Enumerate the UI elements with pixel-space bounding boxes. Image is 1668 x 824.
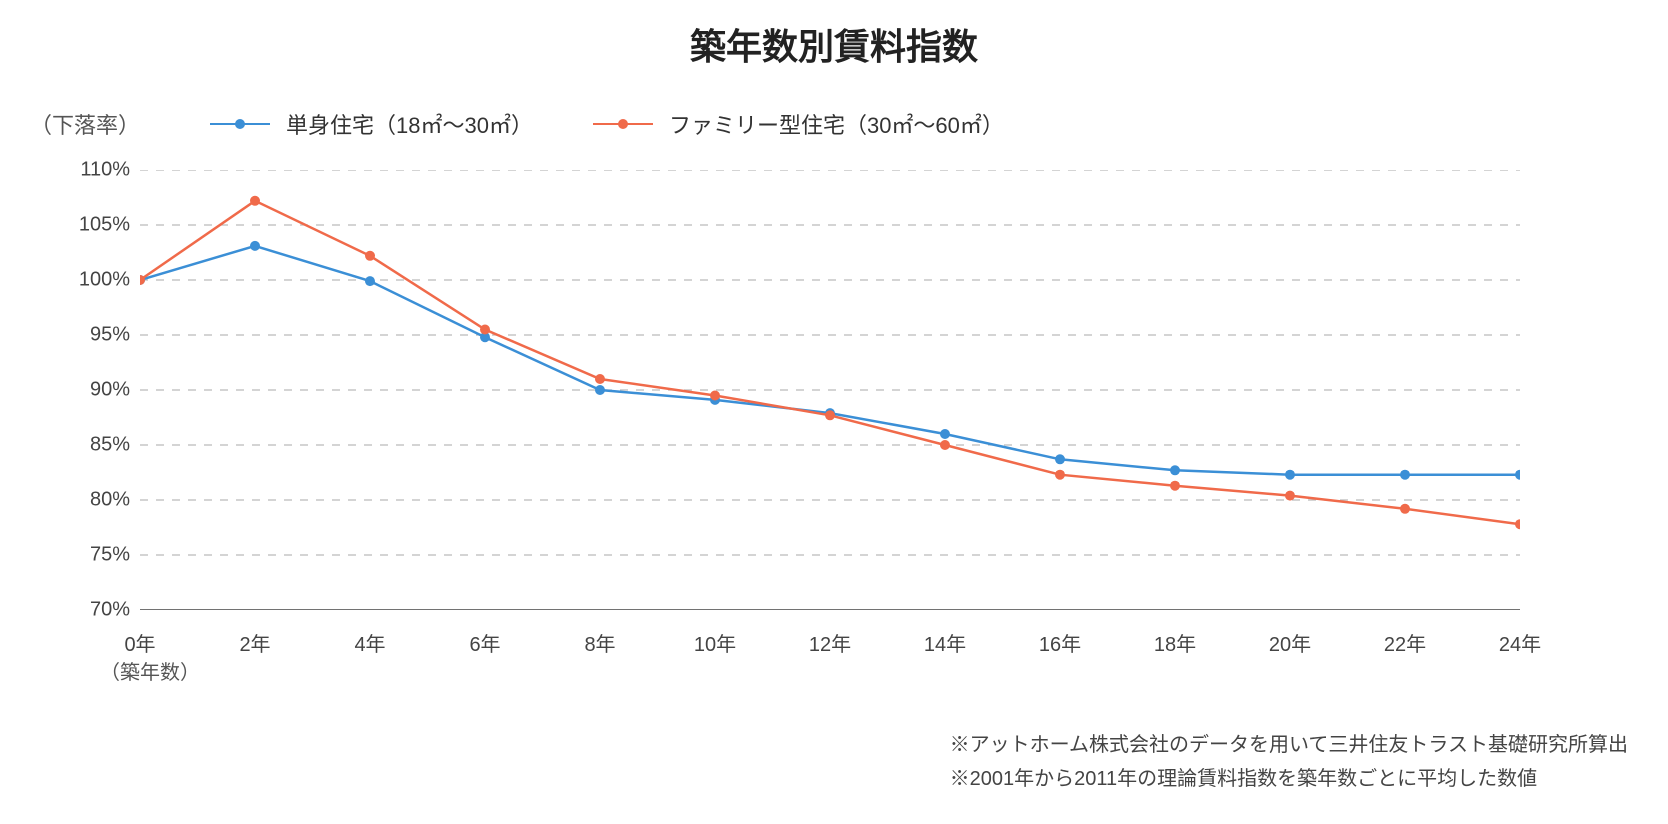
legend-label: 単身住宅（18㎡〜30㎡） [286,108,533,140]
series-marker [1515,470,1520,480]
y-axis-unit-label: （下落率） [30,108,140,140]
y-tick-label: 95% [60,324,130,347]
series-marker [1400,470,1410,480]
y-tick-label: 90% [60,379,130,402]
legend-label: ファミリー型住宅（30㎡〜60㎡） [669,108,1004,140]
legend-item: ファミリー型住宅（30㎡〜60㎡） [593,108,1004,140]
chart-container: 築年数別賃料指数 （下落率） 単身住宅（18㎡〜30㎡） ファミリー型住宅（30㎡… [0,0,1668,824]
y-tick-label: 75% [60,544,130,567]
y-tick-label: 80% [60,489,130,512]
x-tick-label: 0年 [100,628,180,657]
series-marker [710,391,720,401]
plot-area [140,170,1520,610]
x-tick-label: 16年 [1020,628,1100,657]
footnote-line: ※2001年から2011年の理論賃料指数を築年数ごとに平均した数値 [950,762,1628,796]
y-tick-label: 70% [60,599,130,622]
series-marker [825,410,835,420]
x-axis-unit-label: （築年数） [100,656,200,685]
legend-swatch [593,123,653,125]
series-marker [1055,470,1065,480]
legend: 単身住宅（18㎡〜30㎡） ファミリー型住宅（30㎡〜60㎡） [210,108,1004,140]
chart-title: 築年数別賃料指数 [0,18,1668,70]
series-marker [595,374,605,384]
chart-svg [140,170,1520,610]
footnotes: ※アットホーム株式会社のデータを用いて三井住友トラスト基礎研究所算出※2001年… [950,728,1628,796]
series-marker [250,241,260,251]
series-marker [365,251,375,261]
x-tick-label: 20年 [1250,628,1330,657]
series-marker [365,276,375,286]
series-marker [940,429,950,439]
series-marker [1055,454,1065,464]
x-tick-label: 8年 [560,628,640,657]
series-marker [1515,519,1520,529]
footnote-line: ※アットホーム株式会社のデータを用いて三井住友トラスト基礎研究所算出 [950,728,1628,762]
series-marker [480,325,490,335]
series-marker [250,196,260,206]
x-tick-label: 12年 [790,628,870,657]
series-marker [1285,470,1295,480]
series-marker [1285,491,1295,501]
y-tick-label: 110% [60,159,130,182]
x-tick-label: 6年 [445,628,525,657]
legend-item: 単身住宅（18㎡〜30㎡） [210,108,533,140]
x-tick-label: 4年 [330,628,410,657]
y-tick-label: 100% [60,269,130,292]
y-tick-label: 105% [60,214,130,237]
x-tick-label: 2年 [215,628,295,657]
series-marker [1170,481,1180,491]
x-tick-label: 10年 [675,628,755,657]
x-tick-label: 22年 [1365,628,1445,657]
y-tick-label: 85% [60,434,130,457]
series-marker [1170,465,1180,475]
x-tick-label: 14年 [905,628,985,657]
series-marker [595,385,605,395]
x-tick-label: 24年 [1480,628,1560,657]
legend-swatch [210,123,270,125]
series-marker [1400,504,1410,514]
series-marker [940,440,950,450]
x-tick-label: 18年 [1135,628,1215,657]
